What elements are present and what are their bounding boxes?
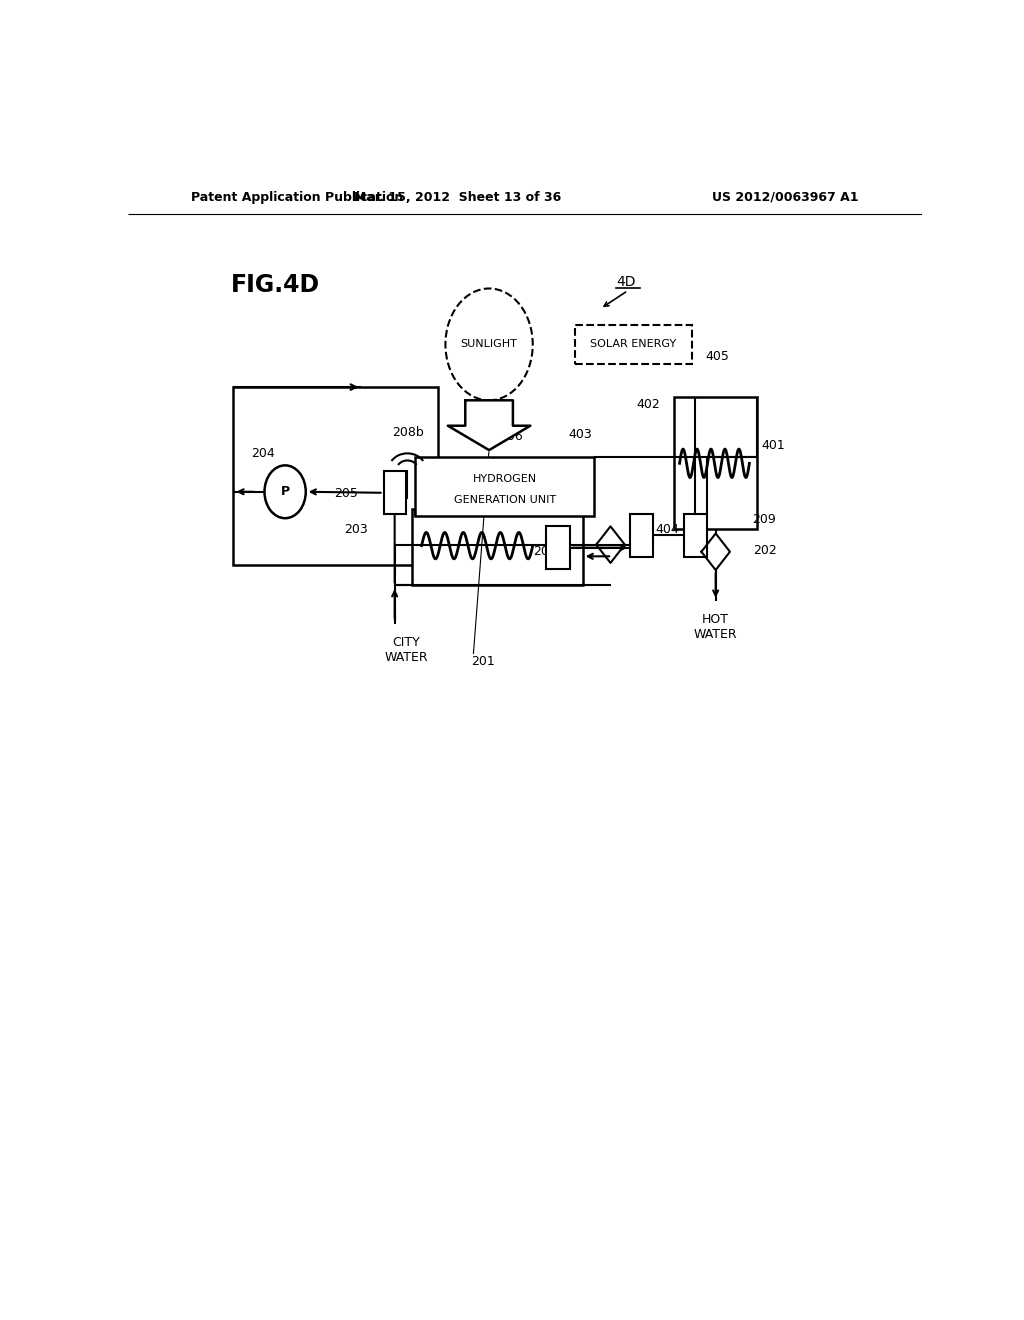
Text: P: P xyxy=(281,486,290,498)
Text: Patent Application Publication: Patent Application Publication xyxy=(191,190,403,203)
Text: HYDROGEN: HYDROGEN xyxy=(472,474,537,484)
Bar xyxy=(384,471,406,515)
Text: 204: 204 xyxy=(251,446,274,459)
Text: US 2012/0063967 A1: US 2012/0063967 A1 xyxy=(712,190,858,203)
Text: HOT
WATER: HOT WATER xyxy=(694,612,737,640)
Text: 206: 206 xyxy=(500,430,523,444)
Bar xyxy=(630,513,653,557)
Text: 208b: 208b xyxy=(392,426,424,440)
Text: FIG.4D: FIG.4D xyxy=(231,273,321,297)
Text: SOLAR ENERGY: SOLAR ENERGY xyxy=(591,339,677,350)
Text: 401: 401 xyxy=(761,438,785,451)
Text: 402: 402 xyxy=(636,397,659,411)
Text: 404: 404 xyxy=(655,523,680,536)
Text: 209: 209 xyxy=(753,512,776,525)
Text: 205: 205 xyxy=(334,487,358,500)
Bar xyxy=(416,457,594,516)
Text: 405: 405 xyxy=(706,350,730,363)
Bar xyxy=(684,513,708,557)
Text: 203: 203 xyxy=(344,523,368,536)
Text: 4D: 4D xyxy=(616,276,636,289)
Bar xyxy=(674,397,758,529)
Text: SUNLIGHT: SUNLIGHT xyxy=(461,339,517,350)
Bar xyxy=(546,527,570,569)
Text: 207: 207 xyxy=(479,503,504,516)
Text: GENERATION UNIT: GENERATION UNIT xyxy=(454,495,556,504)
Text: 201: 201 xyxy=(471,655,495,668)
Polygon shape xyxy=(447,400,530,450)
Text: 202: 202 xyxy=(754,544,777,557)
Text: 208a: 208a xyxy=(532,545,564,558)
Bar xyxy=(232,387,437,565)
Circle shape xyxy=(264,466,306,519)
Bar xyxy=(574,325,692,364)
Circle shape xyxy=(445,289,532,400)
Text: Mar. 15, 2012  Sheet 13 of 36: Mar. 15, 2012 Sheet 13 of 36 xyxy=(353,190,561,203)
Bar xyxy=(412,510,583,585)
Text: 403: 403 xyxy=(568,429,592,441)
Text: CITY
WATER: CITY WATER xyxy=(385,636,428,664)
